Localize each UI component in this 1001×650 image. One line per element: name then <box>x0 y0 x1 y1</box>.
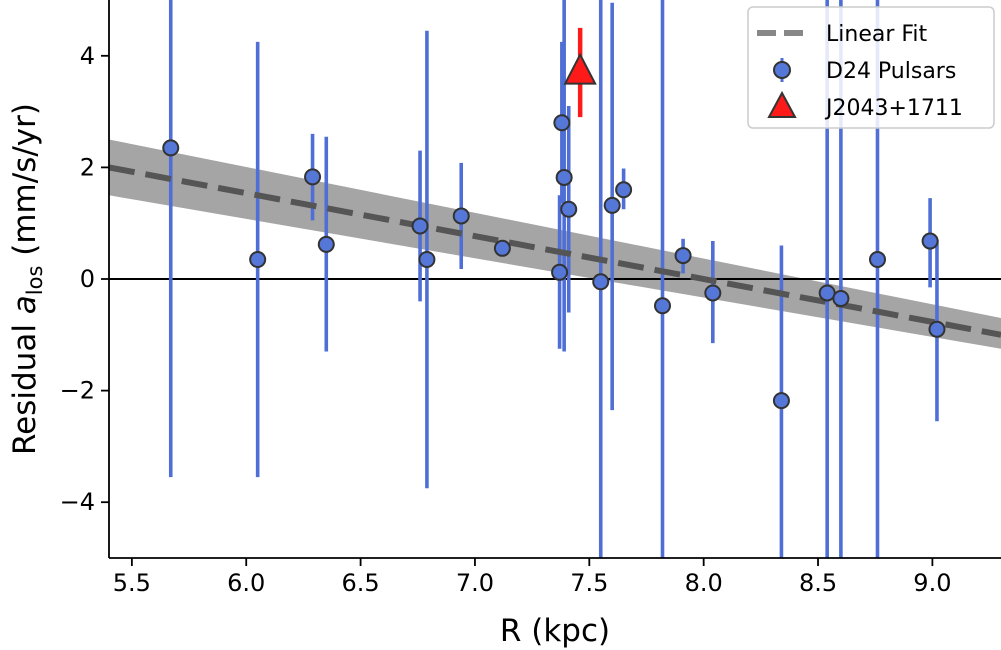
pulsar-point-2 <box>304 168 322 186</box>
pulsar-point-16 <box>674 247 692 265</box>
y-tick-label-4: 4 <box>80 42 95 70</box>
pulsar-point-4 <box>411 217 429 235</box>
legend-j2043-marker <box>767 90 797 118</box>
pulsar-point-17 <box>704 284 722 302</box>
x-tick-label-4: 7.5 <box>570 569 608 597</box>
y-tick-label-0: −4 <box>60 488 95 516</box>
legend-box <box>747 6 995 129</box>
legend-pulsar-marker <box>773 61 791 79</box>
pulsar-point-5 <box>418 250 436 268</box>
pulsar-point-10 <box>555 168 573 186</box>
pulsar-point-1 <box>249 250 267 268</box>
pulsar-point-7 <box>493 239 511 257</box>
fit-confidence-band <box>109 139 1001 349</box>
pulsar-point-0 <box>162 139 180 157</box>
x-tick-label-1: 6.0 <box>227 569 265 597</box>
x-axis-label: R (kpc) <box>500 613 610 649</box>
x-ticks: 5.5 6.0 6.5 7.0 7.5 8.0 8.5 9.0 <box>113 558 951 597</box>
legend: Linear Fit D24 Pulsars J2043+1711 <box>747 6 995 129</box>
j2043-marker <box>563 52 597 85</box>
data-points <box>162 52 946 410</box>
pulsar-point-12 <box>592 273 610 291</box>
legend-label-j2043: J2043+1711 <box>824 96 963 121</box>
legend-label-linear-fit: Linear Fit <box>826 22 928 47</box>
y-tick-label-3: 2 <box>80 153 95 181</box>
y-tick-label-1: −2 <box>60 377 95 405</box>
x-tick-label-2: 6.5 <box>342 569 380 597</box>
x-tick-label-6: 8.5 <box>799 569 837 597</box>
pulsar-point-15 <box>653 297 671 315</box>
y-axis-label-subscript: los <box>23 266 47 296</box>
pulsar-point-3 <box>317 235 335 253</box>
y-axis-label-main: Residual <box>7 314 43 455</box>
legend-label-d24-pulsars: D24 Pulsars <box>826 59 956 84</box>
pulsar-point-18 <box>772 392 790 410</box>
pulsar-point-14 <box>615 181 633 199</box>
x-tick-label-0: 5.5 <box>113 569 151 597</box>
y-ticks: −4 −2 0 2 4 <box>60 42 109 516</box>
pulsar-point-9 <box>553 114 571 132</box>
x-tick-label-5: 8.0 <box>685 569 723 597</box>
linear-fit-line <box>109 164 1001 338</box>
pulsar-point-22 <box>921 232 939 250</box>
y-axis-label-variable: a <box>7 295 43 314</box>
pulsar-point-11 <box>560 200 578 218</box>
pulsar-point-21 <box>868 250 886 268</box>
pulsar-point-13 <box>603 196 621 214</box>
y-axis-label: Residual alos (mm/s/yr) <box>7 103 47 455</box>
y-tick-label-2: 0 <box>80 265 95 293</box>
y-axis-label-unit: (mm/s/yr) <box>7 103 43 266</box>
pulsar-point-6 <box>452 207 470 225</box>
pulsar-point-8 <box>551 263 569 281</box>
x-tick-label-7: 9.0 <box>913 569 951 597</box>
x-tick-label-3: 7.0 <box>456 569 494 597</box>
pulsar-point-23 <box>928 320 946 338</box>
pulsar-point-20 <box>832 290 850 308</box>
